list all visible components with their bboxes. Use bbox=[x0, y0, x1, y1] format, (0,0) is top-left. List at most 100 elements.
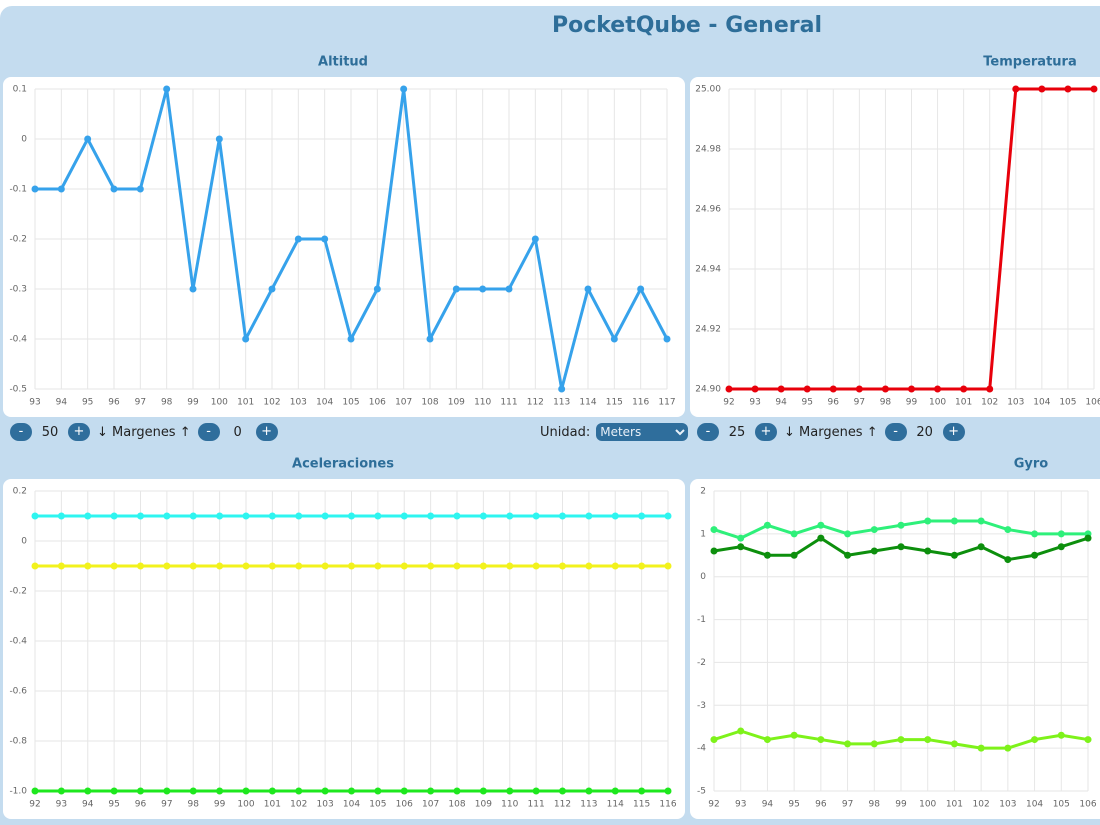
data-point bbox=[737, 543, 745, 551]
data-point bbox=[268, 562, 276, 570]
step-button[interactable]: + bbox=[755, 423, 777, 441]
data-point bbox=[453, 512, 461, 520]
data-point bbox=[84, 512, 92, 520]
x-tick-label: 116 bbox=[632, 398, 649, 408]
data-point bbox=[453, 787, 461, 795]
data-point bbox=[110, 185, 118, 193]
x-tick-label: 100 bbox=[237, 800, 254, 810]
x-tick-label: 109 bbox=[448, 398, 465, 408]
step-button[interactable]: - bbox=[197, 423, 220, 441]
data-point bbox=[57, 787, 65, 795]
x-tick-label: 92 bbox=[723, 398, 734, 408]
chart-card bbox=[690, 77, 1100, 417]
y-tick-label: 0 bbox=[21, 537, 27, 547]
unit-control: Unidad: Meters bbox=[540, 422, 689, 442]
data-point bbox=[924, 517, 932, 525]
data-point bbox=[189, 787, 197, 795]
data-point bbox=[348, 562, 355, 570]
data-point bbox=[189, 285, 197, 293]
x-tick-label: 96 bbox=[828, 398, 840, 408]
data-point bbox=[638, 787, 646, 795]
data-point bbox=[1031, 736, 1039, 744]
data-point bbox=[321, 235, 329, 243]
data-point bbox=[57, 185, 65, 193]
data-point bbox=[163, 85, 171, 93]
data-point bbox=[777, 385, 785, 393]
margin-label: ↓ Margenes ↑ bbox=[784, 424, 878, 440]
data-point bbox=[1004, 744, 1012, 752]
data-point bbox=[960, 385, 968, 393]
data-point bbox=[57, 562, 65, 570]
data-point bbox=[790, 551, 798, 559]
x-tick-label: 97 bbox=[842, 800, 853, 810]
step-button[interactable]: - bbox=[884, 423, 907, 441]
step-button[interactable]: - bbox=[10, 423, 32, 441]
x-tick-label: 112 bbox=[554, 800, 571, 810]
y-tick-label: 0.2 bbox=[13, 487, 27, 497]
data-point bbox=[611, 562, 619, 570]
data-point bbox=[710, 547, 718, 555]
data-point bbox=[427, 512, 435, 520]
data-point bbox=[844, 740, 852, 748]
x-tick-label: 93 bbox=[56, 800, 67, 810]
y-tick-label: -0.4 bbox=[9, 335, 27, 345]
data-point bbox=[479, 285, 487, 293]
data-point bbox=[924, 547, 932, 555]
x-tick-label: 102 bbox=[290, 800, 307, 810]
data-point bbox=[977, 744, 985, 752]
step-button[interactable]: + bbox=[255, 423, 278, 441]
x-tick-label: 94 bbox=[82, 800, 94, 810]
data-point bbox=[870, 526, 878, 534]
x-tick-label: 101 bbox=[237, 398, 254, 408]
chart-card bbox=[3, 479, 685, 819]
data-point bbox=[31, 787, 39, 795]
step-button[interactable]: - bbox=[697, 423, 719, 441]
y-tick-label: -0.5 bbox=[9, 385, 27, 395]
y-tick-label: 2 bbox=[700, 487, 706, 497]
chart-title: Altitud bbox=[318, 55, 368, 70]
data-point bbox=[216, 512, 224, 520]
x-tick-label: 108 bbox=[421, 398, 438, 408]
data-point bbox=[897, 543, 905, 551]
y-tick-label: -3 bbox=[697, 701, 706, 711]
data-point bbox=[790, 731, 798, 739]
data-point bbox=[427, 562, 435, 570]
x-tick-label: 101 bbox=[946, 800, 963, 810]
y-tick-label: -0.3 bbox=[9, 285, 27, 295]
x-tick-label: 110 bbox=[474, 398, 491, 408]
x-tick-label: 93 bbox=[749, 398, 760, 408]
data-point bbox=[31, 185, 39, 193]
chart-card bbox=[690, 479, 1100, 819]
step-button[interactable]: + bbox=[68, 423, 90, 441]
y-tick-label: -0.2 bbox=[9, 235, 27, 245]
data-point bbox=[559, 512, 566, 520]
x-tick-label: 95 bbox=[788, 800, 799, 810]
y-tick-label: 24.96 bbox=[695, 205, 721, 215]
data-point bbox=[400, 562, 408, 570]
data-point bbox=[479, 512, 487, 520]
x-tick-label: 113 bbox=[580, 800, 597, 810]
x-tick-label: 112 bbox=[527, 398, 544, 408]
x-tick-label: 95 bbox=[108, 800, 119, 810]
data-point bbox=[1057, 731, 1065, 739]
data-point bbox=[242, 335, 250, 343]
y-tick-label: 24.98 bbox=[695, 145, 721, 155]
data-point bbox=[1031, 530, 1039, 538]
data-point bbox=[532, 787, 540, 795]
x-tick-label: 108 bbox=[448, 800, 465, 810]
data-point bbox=[881, 385, 889, 393]
data-point bbox=[479, 787, 487, 795]
chart-card bbox=[3, 77, 685, 417]
data-point bbox=[505, 285, 513, 293]
data-point bbox=[348, 787, 355, 795]
data-point bbox=[321, 512, 329, 520]
unit-select[interactable]: Meters bbox=[596, 423, 689, 441]
y-tick-label: 1 bbox=[700, 529, 706, 539]
x-tick-label: 100 bbox=[929, 398, 946, 408]
unit-label: Unidad: bbox=[540, 424, 591, 440]
data-point bbox=[664, 562, 672, 570]
data-point bbox=[1090, 85, 1098, 93]
x-tick-label: 116 bbox=[659, 800, 676, 810]
step-button[interactable]: + bbox=[942, 423, 965, 441]
